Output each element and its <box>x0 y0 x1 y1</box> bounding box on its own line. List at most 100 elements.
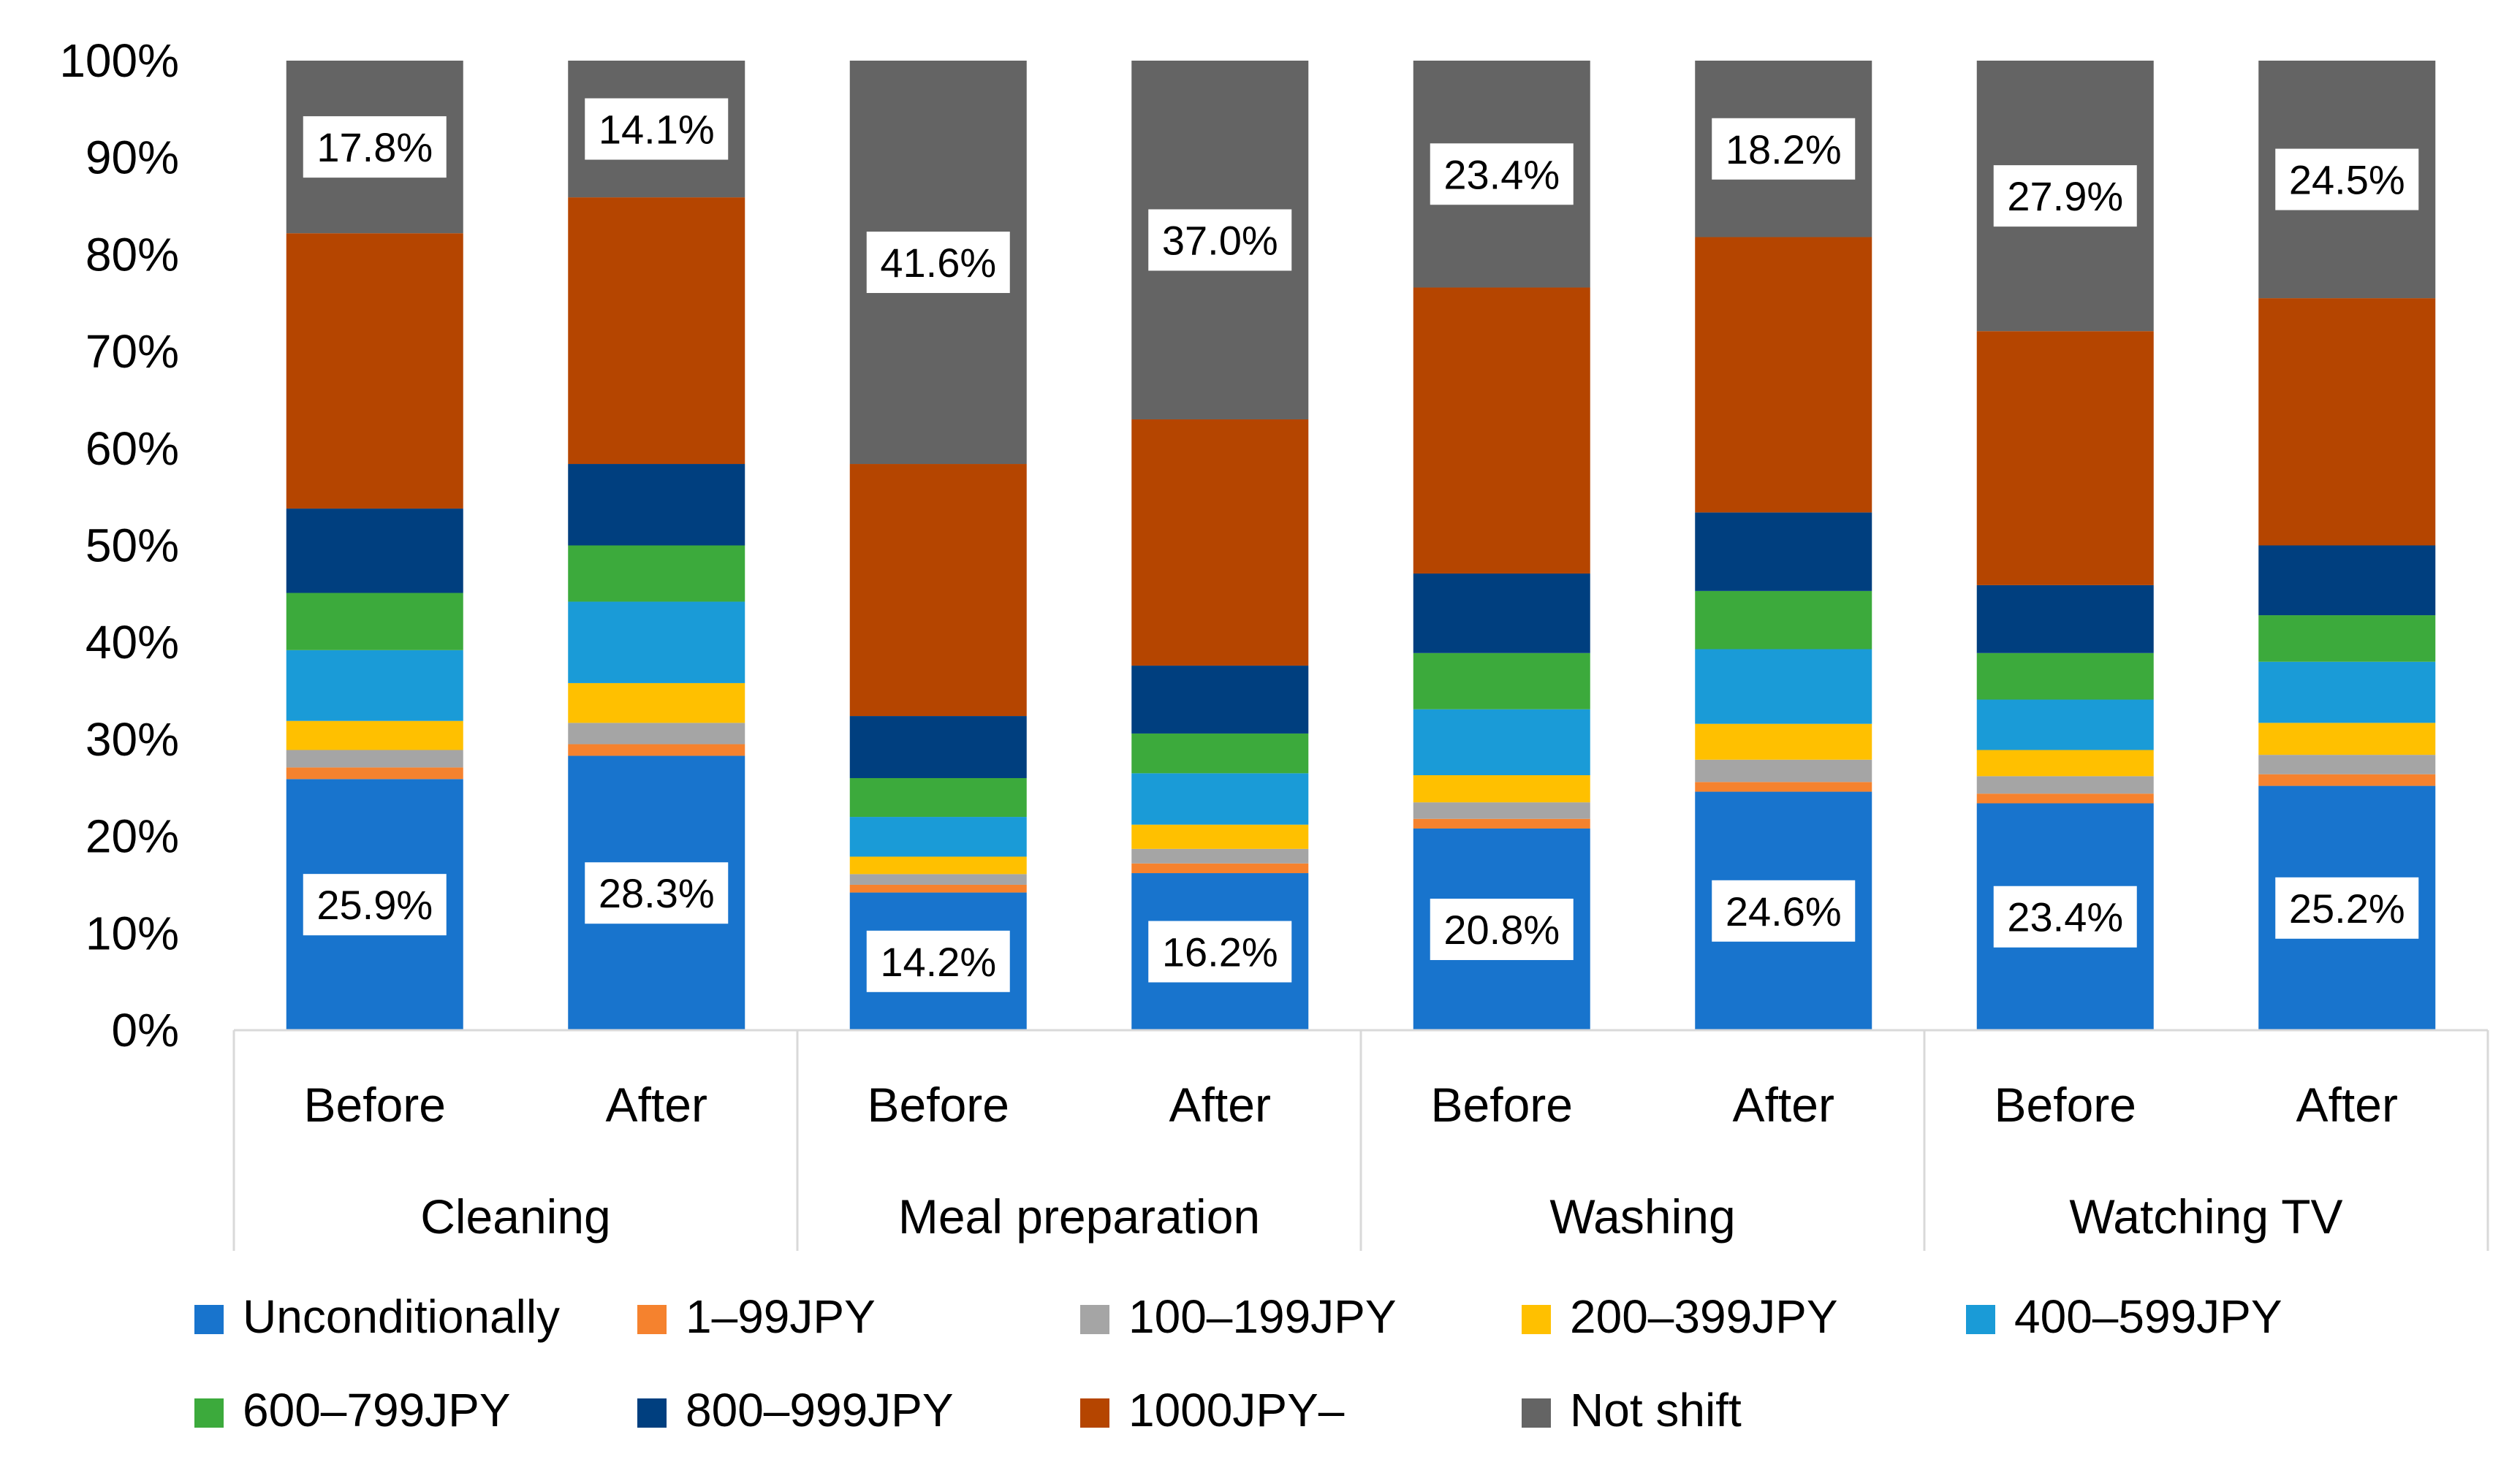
data-label-text: 24.6% <box>1726 888 1842 934</box>
data-label: 23.4% <box>1430 143 1574 205</box>
bar-segment-8 <box>1695 237 1872 513</box>
legend-swatch <box>194 1398 224 1428</box>
y-tick-label: 90% <box>86 132 179 184</box>
bar-segment-7 <box>849 716 1027 778</box>
data-label: 25.9% <box>303 874 447 936</box>
data-label: 17.8% <box>303 116 447 178</box>
data-label: 16.2% <box>1148 921 1292 983</box>
bar-segment-2 <box>1413 818 1590 829</box>
y-tick-label: 20% <box>86 810 179 863</box>
data-labels-layer: 25.9% 17.8% 28.3% 14.1% 14.2% 41.6% 16.2% 37.0%… <box>303 98 2419 992</box>
data-label-box <box>1993 886 2137 948</box>
bar-segment-8 <box>286 233 463 509</box>
bar-segment-3 <box>568 723 745 745</box>
bar-segment-6 <box>1695 590 1872 650</box>
bar-segment-4 <box>849 856 1027 875</box>
legend-label: Unconditionally <box>243 1290 560 1343</box>
y-tick-label: 100% <box>59 34 179 87</box>
legend-label: 600–799JPY <box>243 1384 511 1436</box>
bar-segment-5 <box>1976 699 2154 750</box>
bar-segment-6 <box>1131 733 1309 774</box>
bar-segment-5 <box>849 817 1027 857</box>
legend-item: 200–399JPY <box>1522 1290 1838 1343</box>
data-label-text: 24.5% <box>2289 157 2405 203</box>
legend-item: 1000JPY– <box>1080 1384 1345 1436</box>
data-label-text: 14.2% <box>880 939 996 985</box>
bar-segment-8 <box>2258 298 2436 546</box>
bar-segment-8 <box>849 464 1027 717</box>
data-label-box <box>585 98 729 160</box>
legend-item: 400–599JPY <box>1966 1290 2282 1343</box>
legend-label: 100–199JPY <box>1128 1290 1397 1343</box>
bar-segment-3 <box>1695 759 1872 783</box>
bar-segment-4 <box>1131 824 1309 849</box>
bar-segment-6 <box>2258 615 2436 662</box>
group-label: Washing <box>1549 1189 1735 1244</box>
y-tick-label: 0% <box>112 1004 180 1057</box>
bar-segment-3 <box>2258 755 2436 774</box>
legend-label: Not shift <box>1570 1384 1742 1436</box>
group-label: Cleaning <box>420 1189 611 1244</box>
category-label: After <box>1169 1078 1271 1132</box>
bar-segment-3 <box>286 750 463 768</box>
data-label-text: 16.2% <box>1162 929 1278 975</box>
y-tick-label: 30% <box>86 713 179 766</box>
category-label: After <box>1733 1078 1834 1132</box>
data-label-text: 17.8% <box>316 124 433 170</box>
bar-segment-8 <box>1131 419 1309 666</box>
data-label-box <box>303 116 447 178</box>
legend-label: 1000JPY– <box>1128 1384 1345 1436</box>
bar-segment-4 <box>568 682 745 723</box>
data-label: 24.5% <box>2275 148 2419 210</box>
bar-segment-8 <box>1413 287 1590 574</box>
bar-segment-5 <box>2258 661 2436 723</box>
legend-swatch <box>1080 1398 1109 1428</box>
data-label: 18.2% <box>1712 118 1856 180</box>
bar-segment-4 <box>1413 774 1590 803</box>
legend-item: 100–199JPY <box>1080 1290 1397 1343</box>
bar-segment-7 <box>2258 545 2436 616</box>
bar-segment-2 <box>568 744 745 756</box>
y-tick-label: 60% <box>86 422 179 475</box>
data-label-text: 28.3% <box>599 870 715 916</box>
bar-segment-3 <box>849 874 1027 885</box>
bar-segment-7 <box>286 509 463 593</box>
data-label: 24.6% <box>1712 880 1856 942</box>
legend-item: Unconditionally <box>194 1290 560 1343</box>
data-label-text: 37.0% <box>1162 217 1278 263</box>
category-label: After <box>2296 1078 2398 1132</box>
y-tick-label: 80% <box>86 228 179 281</box>
data-label-text: 41.6% <box>880 240 996 286</box>
data-label: 41.6% <box>866 232 1010 294</box>
y-tick-label: 10% <box>86 907 179 959</box>
legend-swatch <box>1080 1305 1109 1334</box>
y-tick-label: 40% <box>86 616 179 669</box>
legend-label: 200–399JPY <box>1570 1290 1838 1343</box>
legend-label: 800–999JPY <box>686 1384 954 1436</box>
category-label: Before <box>304 1078 446 1132</box>
bar-segment-5 <box>1413 709 1590 775</box>
bar-segment-2 <box>1695 782 1872 792</box>
data-label: 27.9% <box>1993 165 2137 227</box>
data-label-text: 23.4% <box>1443 151 1560 197</box>
data-label-text: 14.1% <box>599 107 715 153</box>
legend-item: 1–99JPY <box>637 1290 876 1343</box>
data-label-box <box>1430 143 1574 205</box>
bar-segment-5 <box>1131 773 1309 825</box>
legend-swatch <box>1522 1305 1551 1334</box>
data-label-box <box>866 930 1010 992</box>
bar-segment-7 <box>568 464 745 546</box>
bar-segment-6 <box>1413 652 1590 709</box>
bar-segment-2 <box>1131 863 1309 874</box>
bar-segment-7 <box>1131 666 1309 734</box>
bar-segment-6 <box>286 593 463 650</box>
data-label-box <box>585 862 729 924</box>
legend-swatch <box>637 1398 667 1428</box>
bar-segment-7 <box>1413 573 1590 653</box>
data-label-text: 27.9% <box>2007 173 2123 219</box>
legend-item: 600–799JPY <box>194 1384 511 1436</box>
data-label: 37.0% <box>1148 209 1292 271</box>
bar-segment-6 <box>849 777 1027 818</box>
data-label-box <box>1993 165 2137 227</box>
data-label-box <box>1712 880 1856 942</box>
